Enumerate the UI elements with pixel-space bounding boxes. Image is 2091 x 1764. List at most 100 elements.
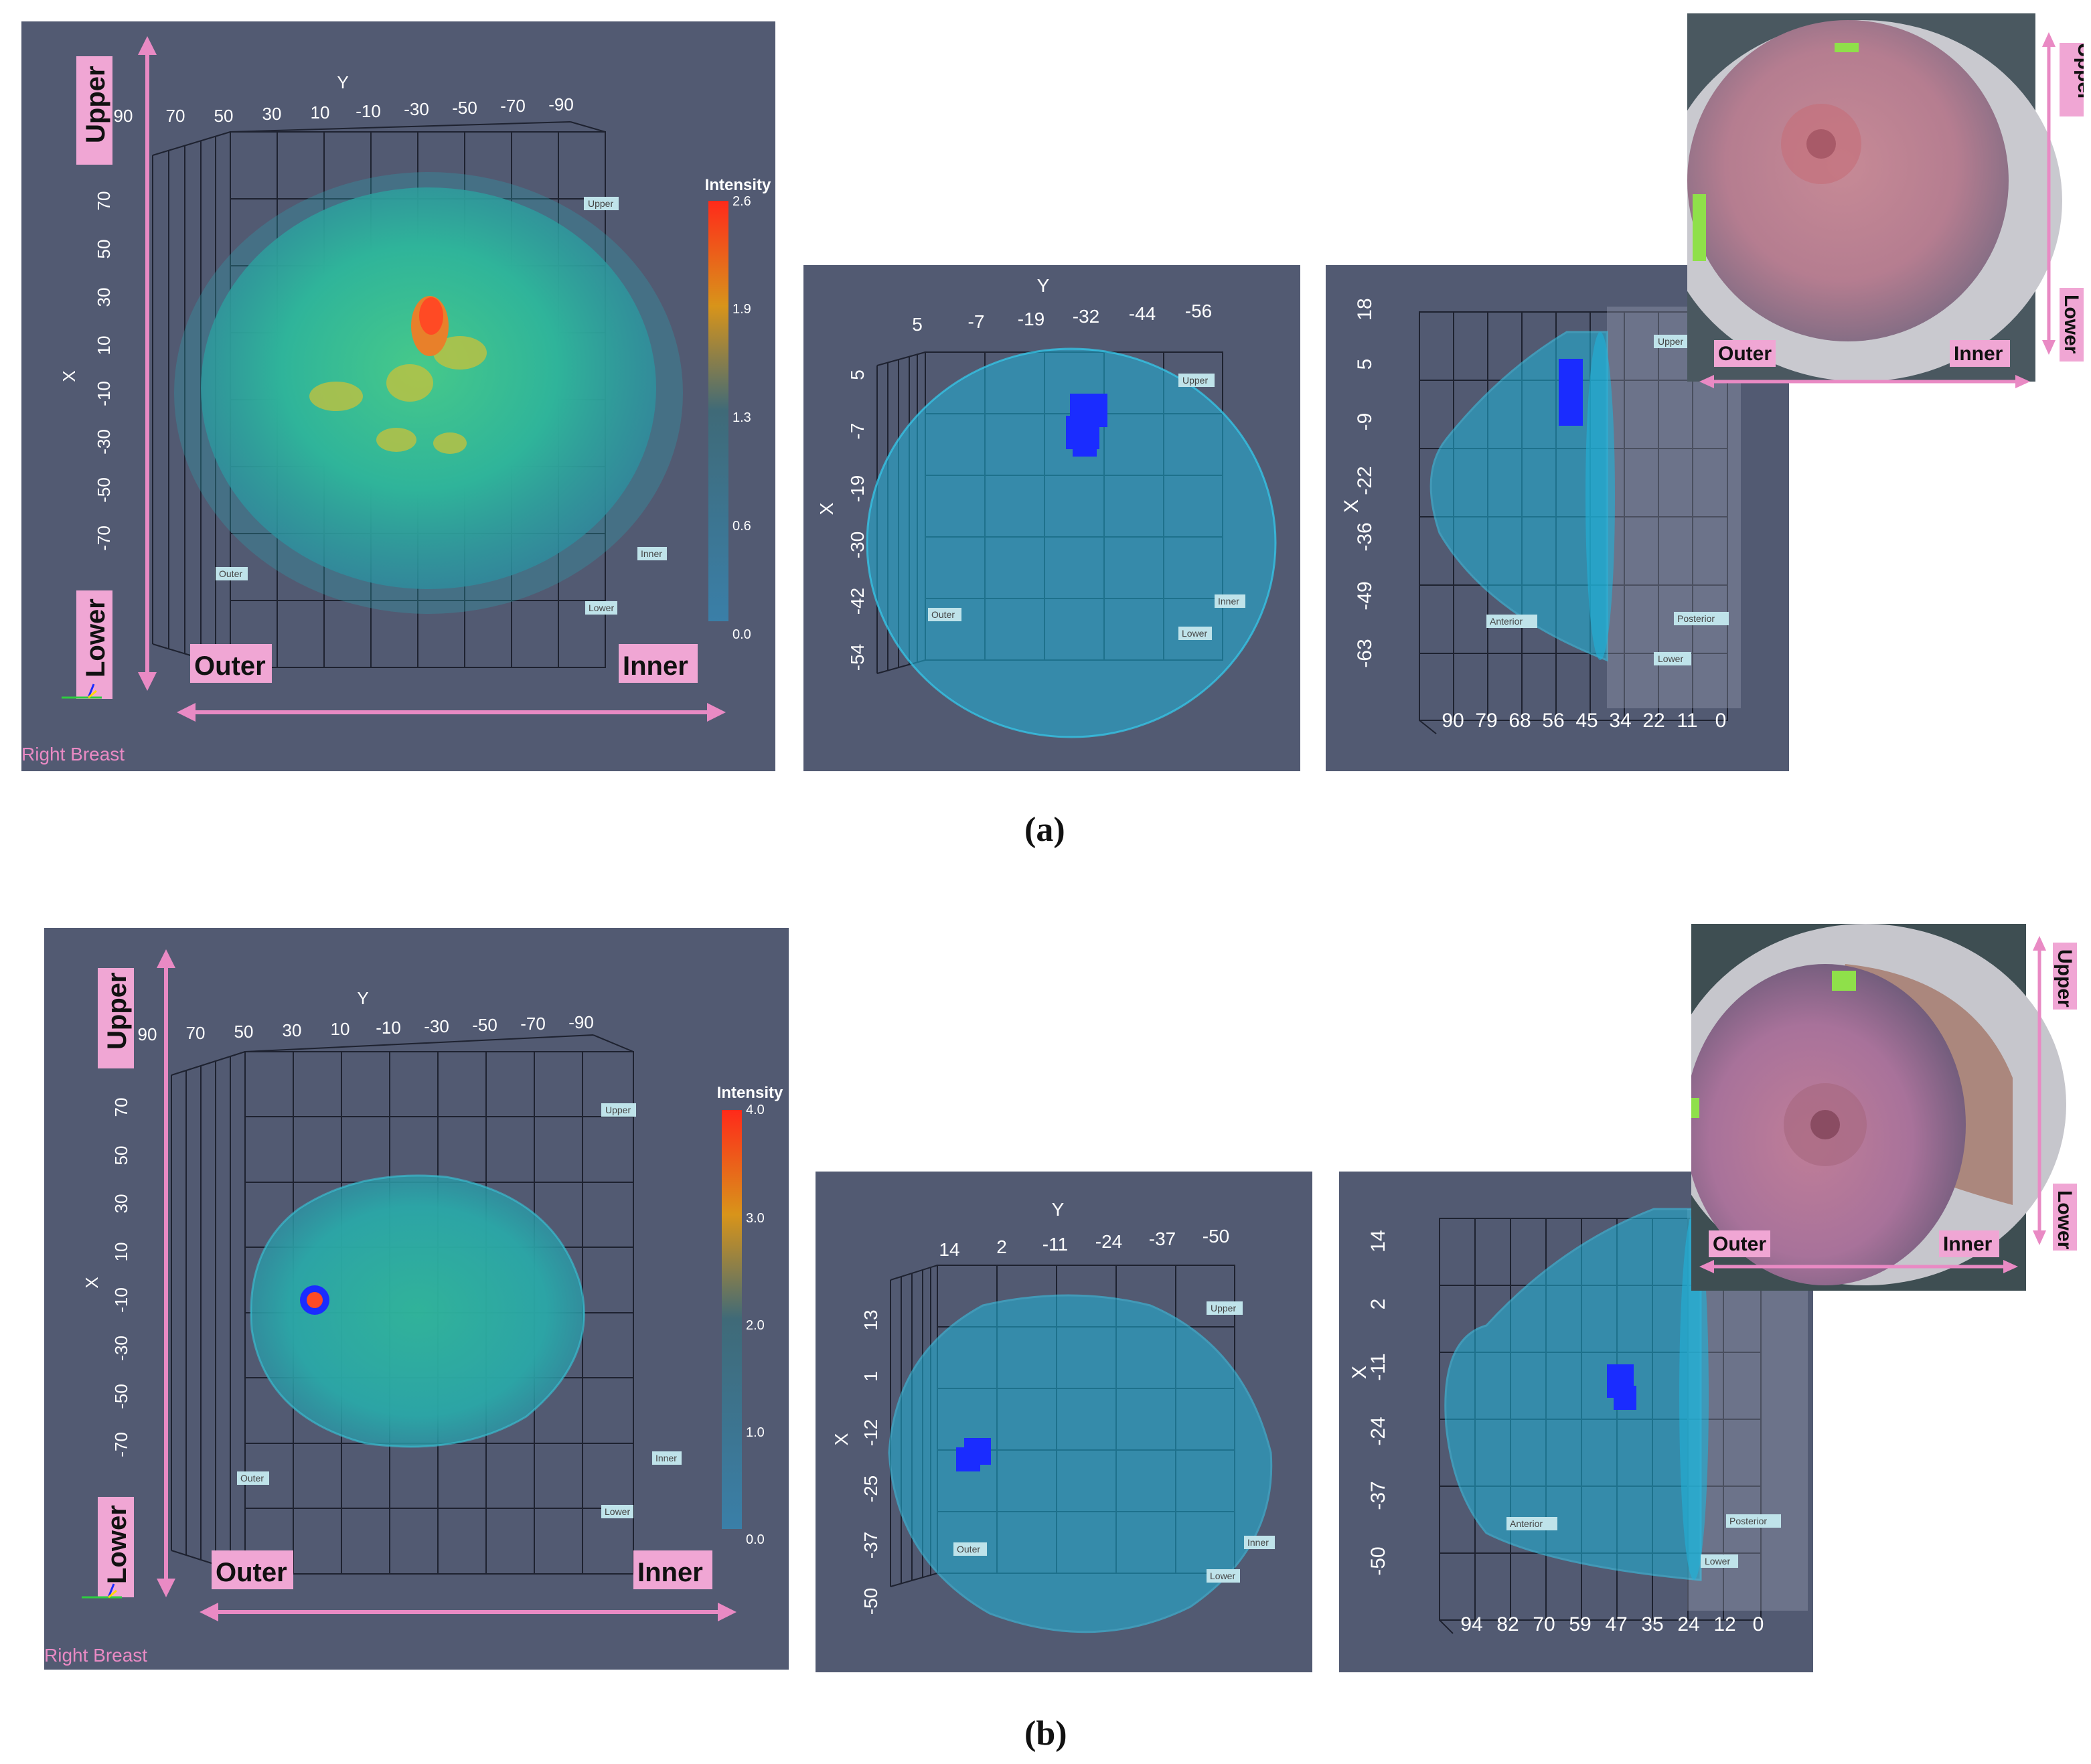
y-tick: 14 (939, 1239, 959, 1260)
photo-panel-a: Upper Lower Outer Inner (1687, 13, 2084, 388)
label-upper: Upper (81, 66, 110, 143)
tag-inner: Inner (1247, 1537, 1269, 1548)
photo-orientation-arrows (1699, 32, 2056, 388)
y-tick: -7 (968, 311, 985, 332)
tag-outer: Outer (219, 568, 242, 579)
panel-title: Right Breast (21, 744, 125, 765)
x-tick: -37 (860, 1532, 881, 1558)
x-tick: -12 (860, 1419, 881, 1446)
x-tick: 50 (111, 1146, 131, 1166)
x-tick: 30 (111, 1194, 131, 1214)
y-tick: -90 (548, 94, 574, 114)
orientation-arrows (157, 949, 737, 1621)
y-tick: -11 (1042, 1234, 1068, 1255)
photo-label-outer: Outer (1713, 1233, 1766, 1255)
tag-lower: Lower (589, 603, 614, 613)
breast-volume (250, 1176, 585, 1447)
colorbar-title: Intensity (717, 1084, 783, 1102)
x-tick: -50 (860, 1588, 881, 1615)
photo-label-lower: Lower (2054, 1190, 2076, 1250)
y-tick: -24 (1095, 1231, 1122, 1252)
tag-upper: Upper (1658, 336, 1683, 347)
photo-label-upper: Upper (2054, 949, 2076, 1008)
orientation-widget (62, 684, 102, 699)
z-tick: 0 (1753, 1613, 1764, 1635)
x-tick: -49 (1354, 581, 1376, 610)
x-tick: 30 (94, 288, 114, 307)
x-tick: -19 (847, 475, 868, 502)
tag-upper: Upper (588, 198, 613, 209)
tag-lower: Lower (1705, 1556, 1730, 1567)
colorbar-tick: 0.0 (732, 627, 751, 642)
y-axis-title: Y (1037, 275, 1050, 296)
marker (1835, 43, 1859, 52)
breast-photo (1687, 20, 2009, 341)
z-tick: 22 (1642, 710, 1664, 732)
x-axis-title: X (831, 1433, 852, 1445)
label-upper: Upper (102, 972, 132, 1050)
x-tick: -37 (1367, 1481, 1389, 1510)
y-tick: 70 (186, 1023, 206, 1043)
label-inner: Inner (623, 651, 688, 681)
y-tick: -44 (1129, 303, 1156, 324)
colorbar-tick: 3.0 (746, 1211, 765, 1226)
x-tick: 10 (111, 1242, 131, 1262)
x-tick: -30 (111, 1336, 131, 1361)
y-tick: -19 (1018, 309, 1044, 329)
z-tick: 59 (1569, 1613, 1591, 1635)
colorbar-tick: 0.0 (746, 1532, 765, 1547)
label-outer: Outer (194, 651, 266, 681)
y-tick: -50 (452, 98, 477, 118)
y-tick: 50 (214, 106, 234, 126)
x-axis-title: X (816, 502, 837, 515)
marker (1691, 1098, 1699, 1118)
x-tick: 10 (94, 336, 114, 355)
x-tick: -36 (1354, 522, 1376, 551)
x-tick: -50 (94, 477, 114, 503)
caption-a: (a) (1024, 811, 1065, 849)
tag-inner: Inner (655, 1453, 677, 1463)
y-tick: 50 (234, 1022, 254, 1042)
z-tick: 94 (1460, 1613, 1482, 1635)
y-tick: 10 (331, 1019, 350, 1039)
y-tick: -56 (1185, 301, 1212, 321)
colorbar-tick: 4.0 (746, 1103, 765, 1117)
x-axis-title: X (1348, 1366, 1371, 1379)
side-panel-a: X 18 5 -9 -22 -36 -49 -63 90 79 68 56 45… (1326, 265, 1789, 771)
z-tick: 56 (1542, 710, 1564, 732)
x-tick: -25 (860, 1475, 881, 1502)
x-tick: -10 (111, 1287, 131, 1313)
y-tick: 2 (996, 1236, 1007, 1257)
y-tick: -70 (520, 1014, 546, 1034)
tag-posterior: Posterior (1729, 1516, 1767, 1526)
z-tick: 24 (1677, 1613, 1699, 1635)
z-tick: 11 (1677, 710, 1697, 732)
colorbar-tick: 2.6 (732, 194, 751, 209)
z-tick: 34 (1609, 710, 1631, 732)
y-tick: -30 (424, 1016, 449, 1036)
x-tick: -24 (1367, 1417, 1389, 1445)
x-tick: 1 (860, 1371, 881, 1382)
photo-panel-b: Upper Lower Outer Inner (1691, 924, 2084, 1292)
x-tick: 50 (94, 240, 114, 259)
x-tick: -50 (1367, 1546, 1389, 1575)
label-lower: Lower (81, 598, 110, 677)
label-outer: Outer (216, 1558, 287, 1587)
tumor (956, 1438, 991, 1471)
x-tick: -70 (94, 526, 114, 551)
tag-outer: Outer (957, 1544, 980, 1554)
tag-anterior: Anterior (1490, 616, 1523, 627)
tag-lower: Lower (1658, 653, 1683, 664)
z-tick: 68 (1508, 710, 1531, 732)
volume-render-b: Y 90 70 50 30 10 -10 -30 -50 -70 -90 X 7… (44, 949, 783, 1666)
tag-upper: Upper (1211, 1303, 1236, 1313)
y-tick: -30 (404, 99, 429, 119)
tag-lower: Lower (1182, 628, 1207, 639)
tag-anterior: Anterior (1510, 1518, 1543, 1529)
x-tick: -30 (847, 532, 868, 558)
photo-label-inner: Inner (1954, 343, 2003, 365)
x-tick: -42 (847, 588, 868, 615)
hotspots (309, 336, 487, 454)
x-axis-title: X (59, 370, 79, 382)
x-axis-title: X (1340, 499, 1363, 513)
